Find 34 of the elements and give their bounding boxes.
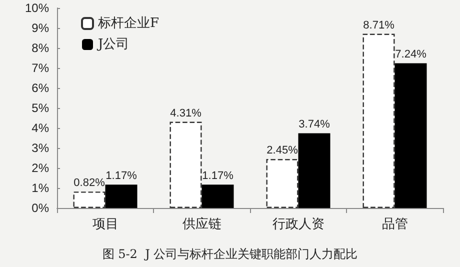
y-tick-label: 8% <box>32 41 50 55</box>
bar <box>170 122 202 208</box>
y-tick-label: 4% <box>32 121 50 135</box>
y-tick-label: 0% <box>32 201 50 215</box>
y-tick-label: 3% <box>32 141 50 155</box>
data-label: 4.31% <box>170 107 202 120</box>
y-tick-label: 1% <box>32 181 50 195</box>
bar <box>202 184 234 208</box>
data-label: 0.82% <box>74 177 106 190</box>
x-tick-label: 供应链 <box>182 216 222 232</box>
bar <box>73 192 106 208</box>
y-tick-label: 10% <box>24 1 50 15</box>
x-tick-label: 项目 <box>92 217 118 232</box>
x-tick-label: 品管 <box>382 217 408 232</box>
data-label: 3.74% <box>298 118 330 131</box>
text: 图 5-2 J 公司与标杆企业关键职能部门人力配比 <box>102 247 358 261</box>
bar <box>105 184 138 208</box>
data-label: 7.24% <box>395 48 427 61</box>
legend-label: 标杆企业F <box>97 16 160 31</box>
x-tick-label: 行政人资 <box>272 217 324 232</box>
y-tick-label: 5% <box>32 101 50 115</box>
y-tick-label: 9% <box>32 21 50 35</box>
y-tick-label: 6% <box>32 81 50 95</box>
bar <box>298 133 330 208</box>
data-label: 8.71% <box>363 19 395 32</box>
legend-label: J公司 <box>96 37 130 52</box>
bar <box>266 159 298 208</box>
data-label: 1.17% <box>106 170 138 182</box>
bar <box>394 63 427 208</box>
y-tick-label: 7% <box>32 61 50 75</box>
data-label: 2.45% <box>266 144 298 156</box>
data-label: 1.17% <box>202 170 234 182</box>
bar <box>362 34 395 208</box>
y-tick-label: 2% <box>32 161 50 175</box>
